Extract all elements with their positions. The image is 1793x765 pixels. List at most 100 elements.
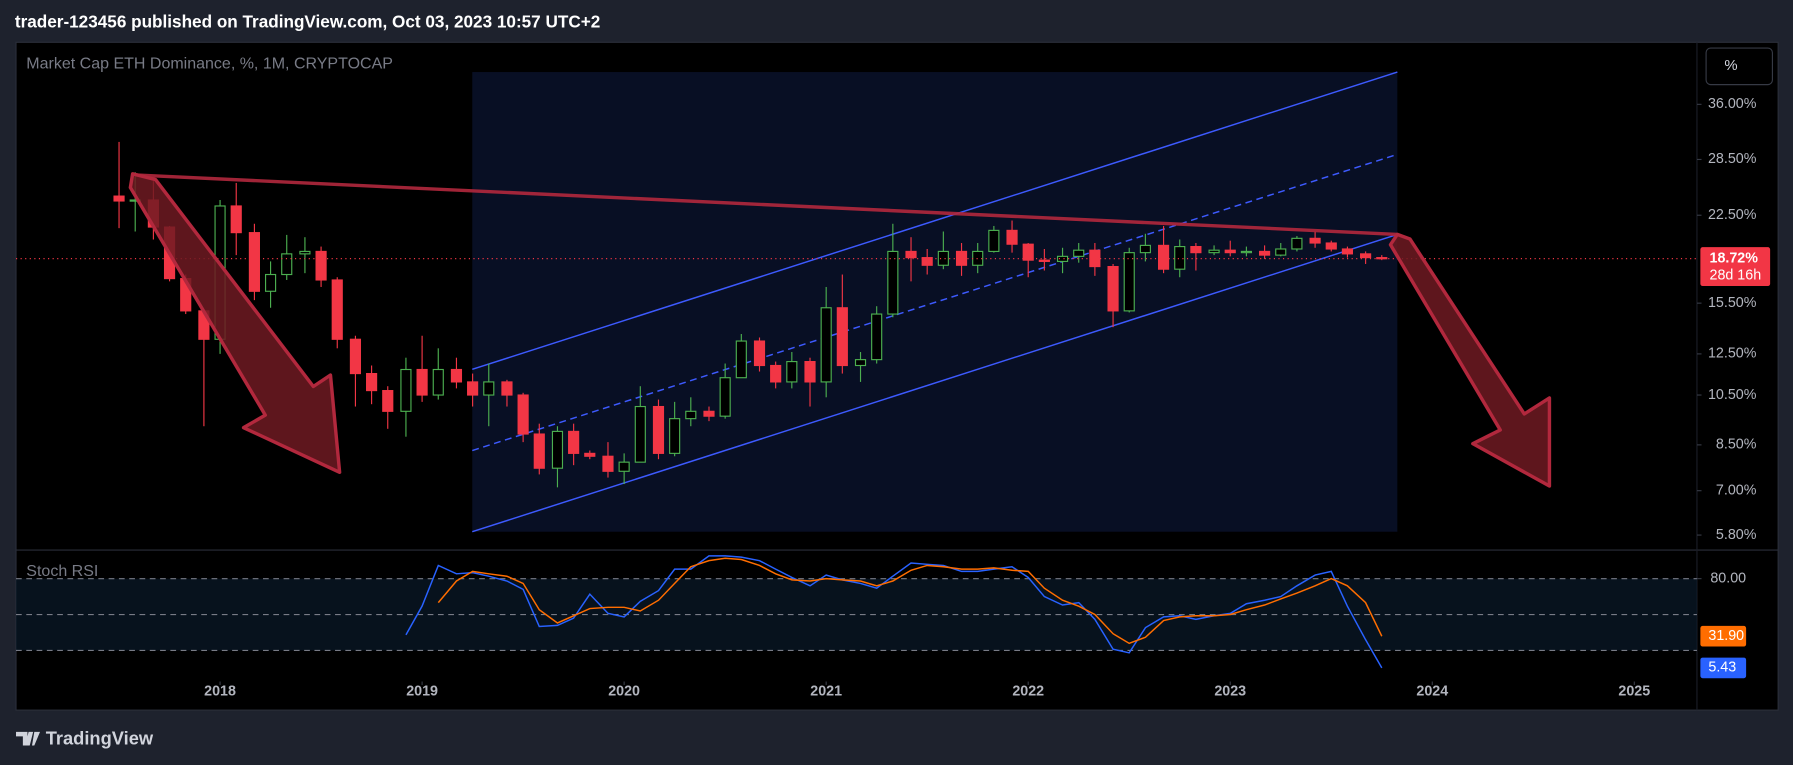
candle-body (331, 279, 343, 340)
last-value-label: 31.90 (1708, 628, 1744, 644)
candle-body (281, 253, 293, 276)
scale-button-label[interactable]: % (1724, 58, 1737, 74)
candle-body (366, 372, 378, 392)
x-tick-label: 2025 (1618, 684, 1650, 700)
candle-body (315, 250, 327, 281)
candle-body (937, 250, 949, 266)
candle-body (551, 430, 564, 469)
candle-body (1376, 257, 1388, 260)
candle-body (1157, 244, 1170, 270)
candle-body (1107, 265, 1119, 312)
candle-body (1259, 250, 1271, 256)
y-tick-label: 28.50% (1708, 151, 1757, 167)
brand-logo: TradingView (16, 728, 154, 749)
candle-body (836, 307, 848, 367)
trend-line (134, 173, 1398, 237)
candle-body (887, 250, 899, 315)
stoch-line (437, 557, 1383, 645)
candle-body (685, 410, 697, 420)
candle-body (467, 381, 479, 396)
candle-body (1291, 237, 1303, 250)
candle-body (248, 232, 260, 292)
brand-icon (16, 731, 41, 746)
candle-body (820, 307, 832, 383)
x-tick-label: 2019 (406, 684, 438, 700)
y-tick-label: 12.50% (1708, 346, 1757, 362)
candle-body (1056, 255, 1069, 262)
candle-body (669, 418, 681, 454)
candle-body (483, 381, 495, 396)
candle-body (618, 461, 630, 472)
bar-countdown: 28d 16h (1710, 268, 1762, 284)
candle-body (1360, 253, 1372, 259)
candle-body (753, 340, 766, 367)
y-tick-label: 10.50% (1708, 387, 1757, 403)
x-tick-label: 2024 (1416, 684, 1448, 700)
y-tick-label: 7.00% (1716, 482, 1757, 498)
candle-body (450, 368, 463, 383)
x-tick-label: 2022 (1012, 684, 1044, 700)
last-value-label: 5.43 (1708, 660, 1736, 676)
candle-body (955, 250, 968, 266)
candle-body (1240, 250, 1252, 254)
overlay-drawings (128, 172, 1552, 488)
candle-body (1139, 244, 1151, 254)
x-tick-label: 2020 (608, 684, 640, 700)
candle-body (1190, 246, 1202, 254)
candle-body (382, 390, 394, 412)
scale-button[interactable] (1705, 47, 1773, 86)
last-value-box (1700, 657, 1747, 679)
candle-body (770, 364, 782, 383)
drawings (472, 71, 1398, 533)
y-tick-label: 15.50% (1708, 295, 1757, 311)
candle-body (905, 250, 917, 259)
candle-body (584, 452, 596, 457)
last-value-box (1700, 625, 1747, 647)
candle-body (1038, 259, 1050, 262)
brand-name: TradingView (46, 728, 154, 749)
last-price-label: 18.72% (1710, 250, 1759, 266)
candle-body (1123, 252, 1135, 312)
candle-body (400, 368, 412, 412)
y-tick-label: 80.00 (1710, 570, 1746, 586)
candle-body (349, 338, 362, 375)
candle-body (804, 361, 816, 383)
candle-body (871, 313, 883, 361)
candle-body (432, 368, 444, 396)
candle-body (1275, 248, 1287, 256)
candle-body (299, 250, 311, 255)
candle-body (517, 394, 529, 435)
candle-body (1341, 248, 1354, 255)
candle-body (735, 340, 747, 379)
y-tick-label: 8.50% (1716, 437, 1757, 453)
candle-body (416, 368, 428, 396)
y-tick-label: 22.50% (1708, 207, 1757, 223)
publish-header: trader-123456 published on TradingView.c… (15, 11, 600, 31)
candle-body (988, 229, 1000, 252)
candle-body (1089, 249, 1101, 268)
candle-body (1022, 243, 1034, 261)
candle-body (602, 455, 614, 472)
x-tick-label: 2018 (204, 684, 236, 700)
candle-body (568, 430, 580, 454)
candle-body (1174, 246, 1186, 270)
down-arrow-right (1388, 232, 1552, 488)
chart-legend: Market Cap ETH Dominance, %, 1M, CRYPTOC… (26, 55, 393, 72)
candle-body (533, 433, 545, 469)
candle-body (854, 359, 867, 367)
candle-body (1006, 229, 1018, 245)
indicator-legend: Stoch RSI (26, 563, 98, 580)
candle-body (1208, 249, 1220, 254)
candle-body (634, 405, 646, 463)
candle-body (1073, 249, 1085, 257)
candle-body (264, 273, 277, 292)
candle-body (1325, 242, 1337, 250)
candle-body (786, 361, 798, 383)
candle-body (230, 205, 242, 234)
candle-body (652, 405, 665, 454)
candle-body (501, 381, 513, 396)
last-price-box (1700, 247, 1771, 287)
candle-body (921, 257, 933, 266)
